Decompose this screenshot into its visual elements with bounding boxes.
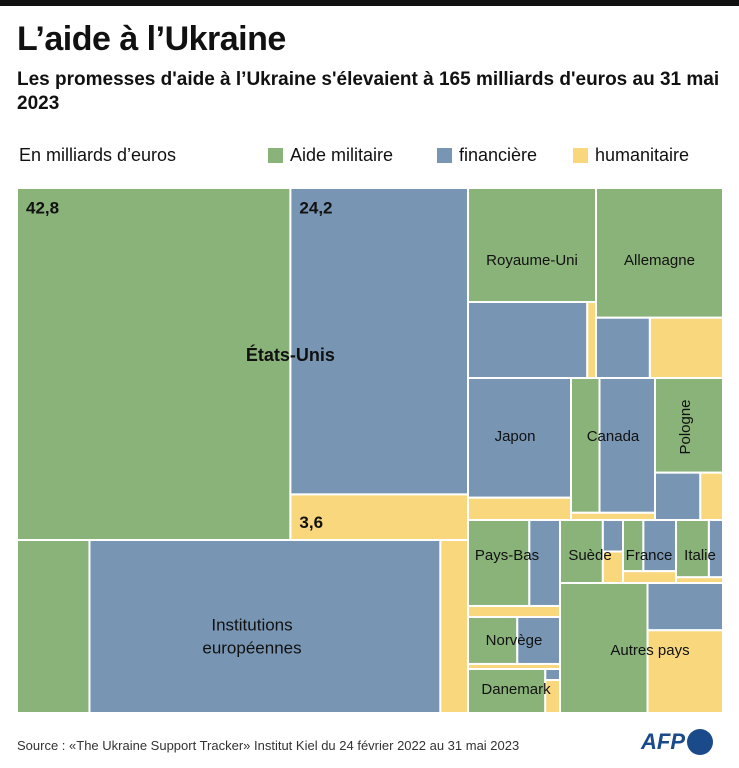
royaume-uni-military-block <box>467 187 597 303</box>
country-label-pays-bas: Pays-Bas <box>475 547 539 564</box>
autres-pays-financial-block <box>646 582 724 632</box>
country-label-norvege: Norvège <box>486 632 543 649</box>
afp-logo-text: AFP <box>641 729 685 754</box>
top-rule <box>0 0 739 6</box>
country-label-institutions-line2: européennes <box>202 638 301 657</box>
legend-item-humanitarian: humanitaire <box>573 145 689 166</box>
chart-subtitle: Les promesses d'aide à l’Ukraine s'éleva… <box>17 69 720 114</box>
norvege-military-block <box>467 616 519 665</box>
canada-military-block <box>570 377 601 514</box>
country-label-suede: Suède <box>568 547 611 564</box>
pologne-military-block <box>654 377 724 474</box>
country-label-france: France <box>626 547 673 564</box>
country-label-royaume-uni: Royaume-Uni <box>486 252 578 269</box>
country-label-allemagne: Allemagne <box>624 252 695 269</box>
allemagne-financial-block <box>595 316 651 380</box>
autres-pays-humanitarian-block <box>646 629 724 714</box>
royaume-uni-financial-block <box>467 301 589 379</box>
pays-bas-humanitarian-block <box>467 604 561 619</box>
danemark-financial-block <box>544 668 562 681</box>
legend-swatch-humanitarian <box>573 148 588 163</box>
pays-bas-military-block <box>467 519 531 607</box>
royaume-uni-humanitarian-block <box>586 301 597 379</box>
country-label-etats-unis: États-Unis <box>246 344 335 365</box>
afp-logo: AFP <box>641 729 713 755</box>
country-label-pologne: Pologne <box>677 399 694 454</box>
institutions-europeennes-humanitaire-block <box>439 539 470 714</box>
japon-financiere-block <box>467 377 572 499</box>
france-financial-block <box>642 519 678 573</box>
canada-financial-block <box>598 377 656 514</box>
country-label-italie: Italie <box>684 547 716 564</box>
france-humanitarian-block <box>622 570 677 584</box>
pologne-financial-block <box>654 471 702 521</box>
source-note: Source : «The Ukraine Support Tracker» I… <box>17 738 520 753</box>
afp-logo-dot <box>687 729 713 755</box>
italie-military-block <box>675 519 710 579</box>
autres-pays-military-block <box>559 582 649 714</box>
legend-label-financial: financière <box>459 145 538 165</box>
legend-label-humanitarian: humanitaire <box>595 145 690 165</box>
country-label-japon: Japon <box>495 428 536 445</box>
country-label-autres-pays: Autres pays <box>610 642 689 659</box>
legend-item-financial: financière <box>437 145 537 166</box>
legend-swatch-financial <box>437 148 452 163</box>
value-label-etats-unis-financial: 24,2 <box>299 198 332 217</box>
value-label-etats-unis-military: 42,8 <box>26 198 59 217</box>
institutions-europeennes-aide-militaire-block <box>16 539 91 714</box>
legend-label-military: Aide militaire <box>290 145 394 165</box>
country-label-institutions-line1: Institutions <box>211 615 292 634</box>
unit-label: En milliards d’euros <box>19 145 177 165</box>
allemagne-military-block <box>595 187 724 319</box>
legend-item-military: Aide militaire <box>268 145 393 166</box>
pologne-humanitarian-block <box>699 471 724 521</box>
country-label-danemark: Danemark <box>481 681 551 698</box>
value-label-etats-unis-humanitarian: 3,6 <box>299 513 323 532</box>
country-label-canada: Canada <box>587 428 640 445</box>
etats-unis-financial-block <box>289 187 469 496</box>
chart-title: L’aide à l’Ukraine <box>17 20 286 58</box>
allemagne-humanitarian-block <box>648 316 724 380</box>
canada-humanitarian-block <box>570 511 656 522</box>
legend-swatch-military <box>268 148 283 163</box>
japon-humanitaire-block <box>467 496 572 521</box>
